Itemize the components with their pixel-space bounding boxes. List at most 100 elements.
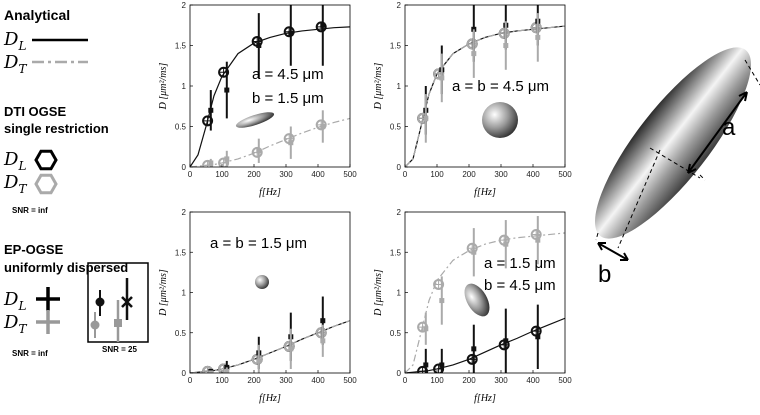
x-tick-label: 200	[247, 170, 261, 179]
x-tick-label: 200	[462, 170, 476, 179]
label-sub: T	[18, 182, 27, 196]
legend-label: DT	[3, 172, 27, 196]
label-main: D	[3, 312, 19, 333]
error-marker	[208, 370, 214, 373]
plot-area	[190, 296, 350, 373]
annotation: a = 1.5 μm	[484, 255, 556, 272]
shape-icon	[235, 112, 275, 128]
error-marker	[535, 34, 541, 40]
y-tick-label: 0	[397, 369, 402, 378]
label-sub: L	[17, 39, 26, 53]
y-tick-label: 1	[397, 289, 402, 298]
marker-ring	[466, 38, 478, 50]
error-marker	[320, 338, 326, 344]
marker-ring	[498, 27, 510, 39]
x-axis-label: f[Hz]	[474, 393, 496, 404]
annotation: b = 4.5 μm	[484, 277, 556, 294]
arrow-b	[597, 242, 629, 261]
marker-ring	[218, 66, 230, 78]
error-marker	[288, 346, 294, 352]
x-tick-label: 0	[403, 170, 408, 179]
marker-ring	[251, 146, 263, 158]
y-axis-label: D [μm²/ms]	[373, 63, 384, 111]
y-tick-label: 0	[182, 163, 187, 172]
label-main: D	[3, 149, 19, 170]
x-tick-label: 500	[343, 170, 357, 179]
marker-cross	[532, 23, 541, 32]
y-tick-label: 1.5	[175, 42, 187, 51]
label-main: D	[3, 52, 19, 73]
label-sub: T	[18, 322, 27, 336]
diagram-label: a	[722, 114, 736, 141]
x-axis-label: f[Hz]	[474, 187, 496, 198]
legend-hexagon	[34, 149, 58, 171]
x-tick-label: 100	[215, 376, 229, 385]
error-marker	[208, 160, 214, 166]
error-marker	[224, 156, 230, 162]
x-tick-label: 500	[558, 170, 572, 179]
marker-cross	[468, 39, 477, 48]
x-tick-label: 0	[188, 376, 193, 385]
y-tick-label: 0.5	[390, 329, 402, 338]
marker-ring	[315, 119, 327, 131]
legend-hexagon	[34, 173, 58, 195]
marker	[315, 327, 327, 339]
legend-snr: SNR = 25	[102, 345, 137, 354]
curve	[190, 320, 350, 373]
legend: Analytical DL DT DTI OGSE single restric…	[3, 7, 149, 358]
error-marker	[423, 362, 429, 368]
error-marker	[256, 43, 262, 48]
x-tick-label: 0	[403, 376, 408, 385]
marker	[433, 68, 445, 80]
y-tick-label: 0.5	[175, 123, 187, 132]
x-tick-label: 0	[188, 170, 193, 179]
shape-icon	[255, 275, 269, 289]
error-marker	[423, 326, 429, 332]
error-marker	[535, 334, 541, 340]
y-tick-label: 1.5	[390, 248, 402, 257]
error-marker	[224, 368, 230, 373]
y-tick-label: 1	[182, 82, 187, 91]
diagram-label: b	[598, 261, 611, 288]
error-marker	[503, 241, 509, 247]
annotation: a = 4.5 μm	[252, 66, 324, 83]
marker	[466, 353, 478, 365]
x-tick-label: 400	[526, 376, 540, 385]
x-axis-label: f[Hz]	[259, 393, 281, 404]
label-main: D	[3, 289, 19, 310]
marker	[498, 27, 510, 39]
marker-ring	[218, 157, 230, 167]
error-marker	[256, 148, 262, 154]
y-tick-label: 0	[397, 163, 402, 172]
annotation: a = b = 4.5 μm	[452, 78, 549, 95]
y-tick-label: 0.5	[175, 329, 187, 338]
marker	[530, 22, 542, 34]
error-marker	[320, 124, 326, 129]
x-tick-label: 100	[215, 170, 229, 179]
y-tick-label: 0	[182, 369, 187, 378]
x-tick-label: 200	[462, 376, 476, 385]
chart: 0 100 200 300 400 500 0 0.5 1 1.5 2 f[Hz] D [μm²/ms]…	[158, 208, 357, 404]
legend-title: Analytical	[4, 7, 70, 23]
y-axis-label: D [μm²/ms]	[158, 63, 169, 111]
y-tick-label: 1.5	[390, 42, 402, 51]
legend-label: DT	[3, 312, 27, 336]
error-marker	[439, 362, 445, 368]
chart: 0 100 200 300 400 500 0 0.5 1 1.5 2 f[Hz] D [μm²/ms]…	[373, 208, 572, 404]
legend-label: DL	[3, 29, 26, 53]
marker-ring	[466, 353, 478, 365]
marker-cross	[532, 230, 541, 239]
x-tick-label: 200	[247, 376, 261, 385]
label-sub: L	[17, 299, 26, 313]
x-tick-label: 500	[558, 376, 572, 385]
legend-label: DL	[3, 149, 26, 173]
error-marker	[320, 318, 326, 324]
annotation: b = 1.5 μm	[252, 90, 324, 107]
legend-plus	[36, 310, 60, 334]
marker-ring	[315, 327, 327, 339]
y-tick-label: 0.5	[390, 123, 402, 132]
shape-icon	[482, 102, 518, 138]
error-marker	[288, 30, 294, 36]
